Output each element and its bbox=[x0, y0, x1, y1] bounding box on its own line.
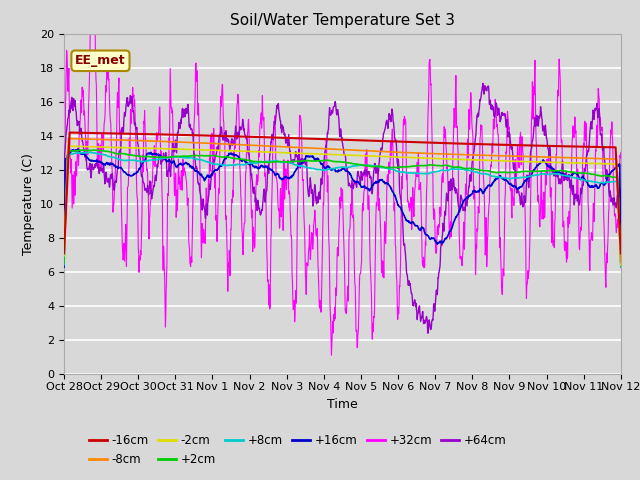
Line: -2cm: -2cm bbox=[64, 146, 621, 265]
Line: +32cm: +32cm bbox=[64, 0, 621, 355]
Title: Soil/Water Temperature Set 3: Soil/Water Temperature Set 3 bbox=[230, 13, 455, 28]
+32cm bbox=[60, 262, 68, 268]
+2cm bbox=[378, 164, 385, 169]
+2cm bbox=[126, 152, 134, 158]
+16cm bbox=[308, 154, 316, 160]
-16cm bbox=[66, 130, 74, 135]
+16cm bbox=[318, 161, 326, 167]
+16cm bbox=[297, 161, 305, 167]
+64cm bbox=[424, 330, 432, 336]
+16cm bbox=[104, 160, 111, 166]
-2cm bbox=[104, 144, 111, 150]
-8cm bbox=[104, 137, 111, 143]
+2cm bbox=[90, 147, 97, 153]
+32cm bbox=[308, 231, 316, 237]
+8cm bbox=[86, 149, 93, 155]
+32cm bbox=[104, 76, 111, 82]
-16cm bbox=[617, 251, 625, 256]
+16cm bbox=[74, 146, 82, 152]
+32cm bbox=[617, 149, 625, 155]
Line: +2cm: +2cm bbox=[64, 150, 621, 266]
-2cm bbox=[378, 154, 385, 159]
-16cm bbox=[308, 136, 316, 142]
-8cm bbox=[65, 136, 72, 142]
+8cm bbox=[617, 264, 625, 270]
-8cm bbox=[308, 145, 316, 151]
+64cm bbox=[318, 181, 326, 187]
-8cm bbox=[378, 149, 385, 155]
-2cm bbox=[60, 253, 68, 259]
-8cm bbox=[126, 137, 134, 143]
+8cm bbox=[308, 166, 316, 171]
+32cm bbox=[328, 352, 335, 358]
Line: +8cm: +8cm bbox=[64, 152, 621, 267]
+8cm bbox=[378, 165, 385, 170]
X-axis label: Time: Time bbox=[327, 397, 358, 410]
+64cm bbox=[617, 245, 625, 251]
Line: -8cm: -8cm bbox=[64, 139, 621, 263]
Text: EE_met: EE_met bbox=[75, 54, 126, 67]
+8cm bbox=[297, 163, 305, 169]
+16cm bbox=[378, 177, 385, 183]
+32cm bbox=[378, 270, 385, 276]
Line: -16cm: -16cm bbox=[64, 132, 621, 253]
-8cm bbox=[617, 260, 625, 265]
-2cm bbox=[308, 151, 316, 156]
Legend: -16cm, -8cm, -2cm, +2cm, +8cm, +16cm, +32cm, +64cm: -16cm, -8cm, -2cm, +2cm, +8cm, +16cm, +3… bbox=[84, 430, 511, 471]
-16cm bbox=[104, 131, 111, 136]
-16cm bbox=[297, 135, 305, 141]
-2cm bbox=[126, 145, 134, 151]
-2cm bbox=[318, 151, 326, 157]
+2cm bbox=[297, 158, 305, 164]
-2cm bbox=[617, 262, 625, 268]
+16cm bbox=[60, 264, 68, 270]
+2cm bbox=[104, 148, 111, 154]
+64cm bbox=[308, 187, 316, 192]
+64cm bbox=[377, 146, 385, 152]
Y-axis label: Temperature (C): Temperature (C) bbox=[22, 153, 35, 255]
-8cm bbox=[297, 145, 305, 151]
Line: +64cm: +64cm bbox=[64, 84, 621, 333]
+8cm bbox=[104, 153, 111, 159]
+32cm bbox=[297, 115, 305, 121]
-8cm bbox=[60, 249, 68, 254]
+64cm bbox=[479, 81, 487, 86]
+2cm bbox=[617, 263, 625, 269]
+2cm bbox=[60, 260, 68, 265]
-16cm bbox=[126, 131, 134, 137]
+16cm bbox=[126, 173, 134, 179]
-16cm bbox=[60, 251, 68, 256]
+64cm bbox=[126, 101, 134, 107]
+64cm bbox=[103, 179, 111, 185]
+8cm bbox=[318, 167, 326, 173]
+64cm bbox=[60, 229, 68, 235]
+8cm bbox=[126, 157, 134, 163]
-2cm bbox=[297, 150, 305, 156]
+32cm bbox=[126, 143, 134, 148]
+2cm bbox=[318, 158, 326, 164]
+64cm bbox=[296, 165, 304, 171]
+32cm bbox=[318, 260, 326, 265]
-16cm bbox=[378, 138, 385, 144]
Line: +16cm: +16cm bbox=[64, 149, 621, 267]
+2cm bbox=[308, 158, 316, 164]
-2cm bbox=[65, 144, 72, 149]
-16cm bbox=[318, 136, 326, 142]
+8cm bbox=[60, 262, 68, 267]
+16cm bbox=[617, 241, 625, 247]
-8cm bbox=[318, 146, 326, 152]
